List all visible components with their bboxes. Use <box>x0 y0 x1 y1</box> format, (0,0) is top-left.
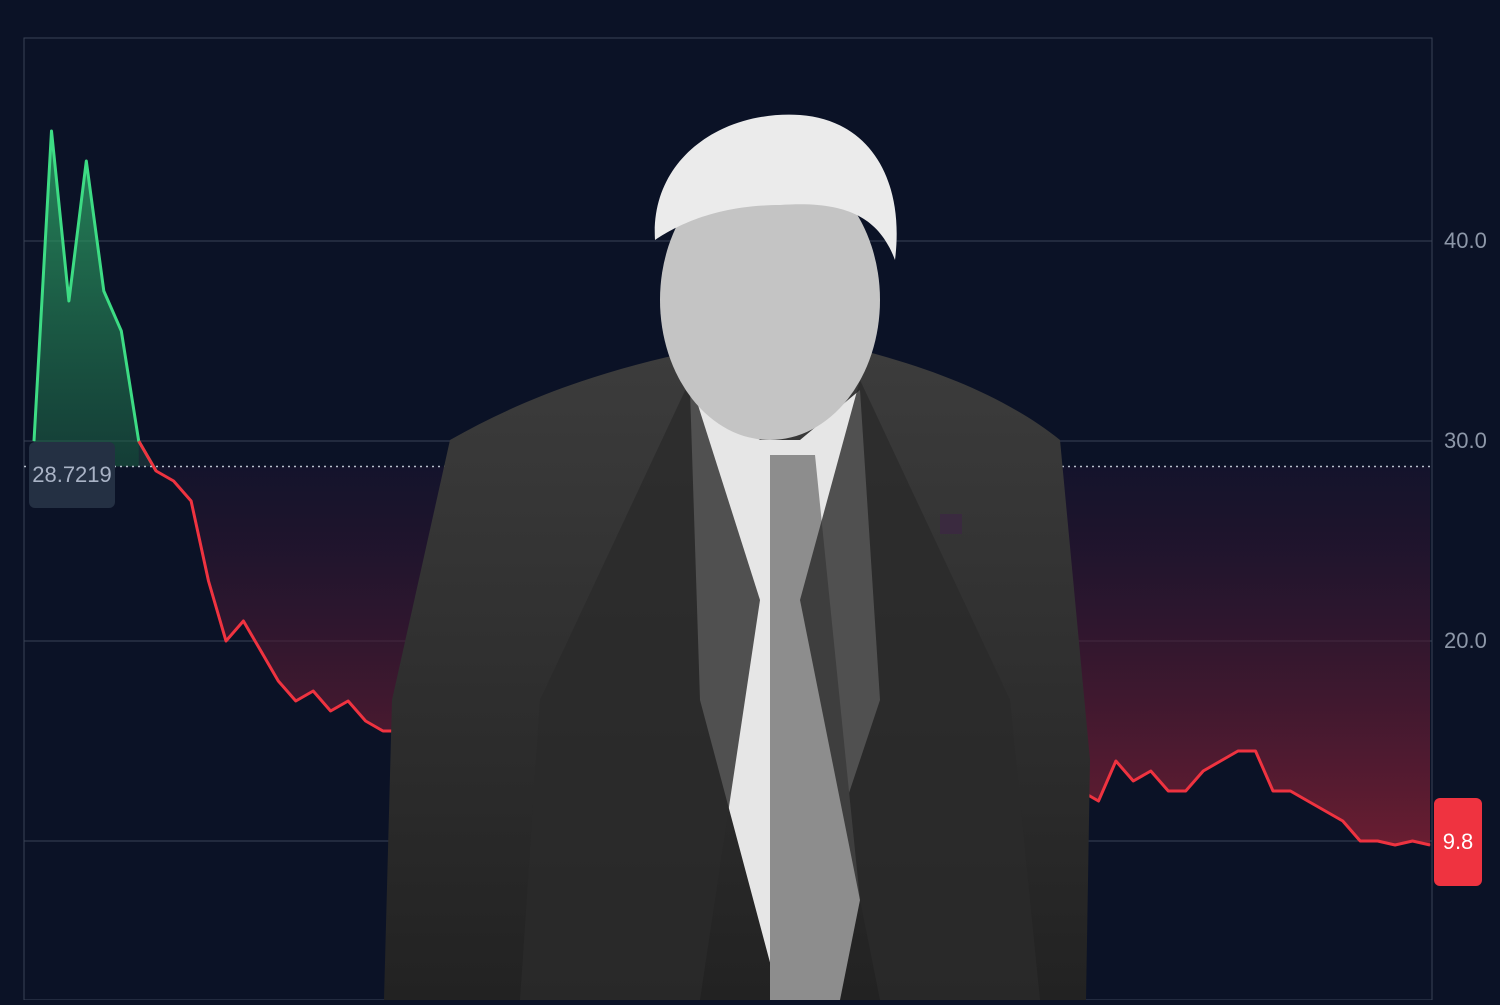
data-point <box>1359 840 1361 842</box>
data-point <box>1324 810 1326 812</box>
data-point <box>1342 820 1344 822</box>
y-tick-label: 20.0 <box>1444 628 1487 653</box>
data-point <box>1150 770 1152 772</box>
data-point <box>33 440 35 442</box>
data-point <box>1412 840 1413 842</box>
data-point <box>190 500 192 502</box>
series-line-up <box>32 129 158 472</box>
data-point <box>120 330 122 332</box>
data-point <box>225 640 227 642</box>
data-point <box>208 580 209 582</box>
data-point <box>1272 790 1274 792</box>
data-point <box>1377 840 1379 842</box>
data-point <box>277 680 279 682</box>
data-point <box>330 710 332 712</box>
man-in-dark-suit-icon <box>384 114 1090 1000</box>
data-point <box>1255 750 1256 752</box>
data-point <box>1185 790 1187 792</box>
last-value-label: 9.8 <box>1434 798 1482 886</box>
data-point <box>1115 760 1117 762</box>
data-point <box>312 690 314 692</box>
data-point <box>295 700 297 702</box>
y-tick-label: 40.0 <box>1444 228 1487 253</box>
data-point <box>1429 844 1431 846</box>
data-point <box>51 130 52 132</box>
data-point <box>68 300 70 302</box>
data-point <box>1220 760 1222 762</box>
data-point <box>173 480 175 482</box>
data-point <box>347 700 349 702</box>
data-point <box>1202 770 1204 772</box>
data-point <box>242 620 244 622</box>
data-point <box>85 160 87 162</box>
reference-value-label: 28.7219 <box>29 442 115 508</box>
data-point <box>1167 790 1169 792</box>
data-point <box>382 730 384 732</box>
data-point <box>1289 790 1291 792</box>
area-fill-up <box>34 131 157 471</box>
data-point <box>103 290 105 292</box>
data-point <box>155 470 157 472</box>
data-point <box>1307 800 1309 802</box>
data-point <box>260 650 262 652</box>
data-point <box>138 440 140 442</box>
data-point <box>1394 844 1396 846</box>
y-tick-label: 30.0 <box>1444 428 1487 453</box>
data-point <box>1132 780 1134 782</box>
data-point <box>365 720 367 722</box>
data-point <box>1237 750 1239 752</box>
data-point <box>1098 800 1099 802</box>
